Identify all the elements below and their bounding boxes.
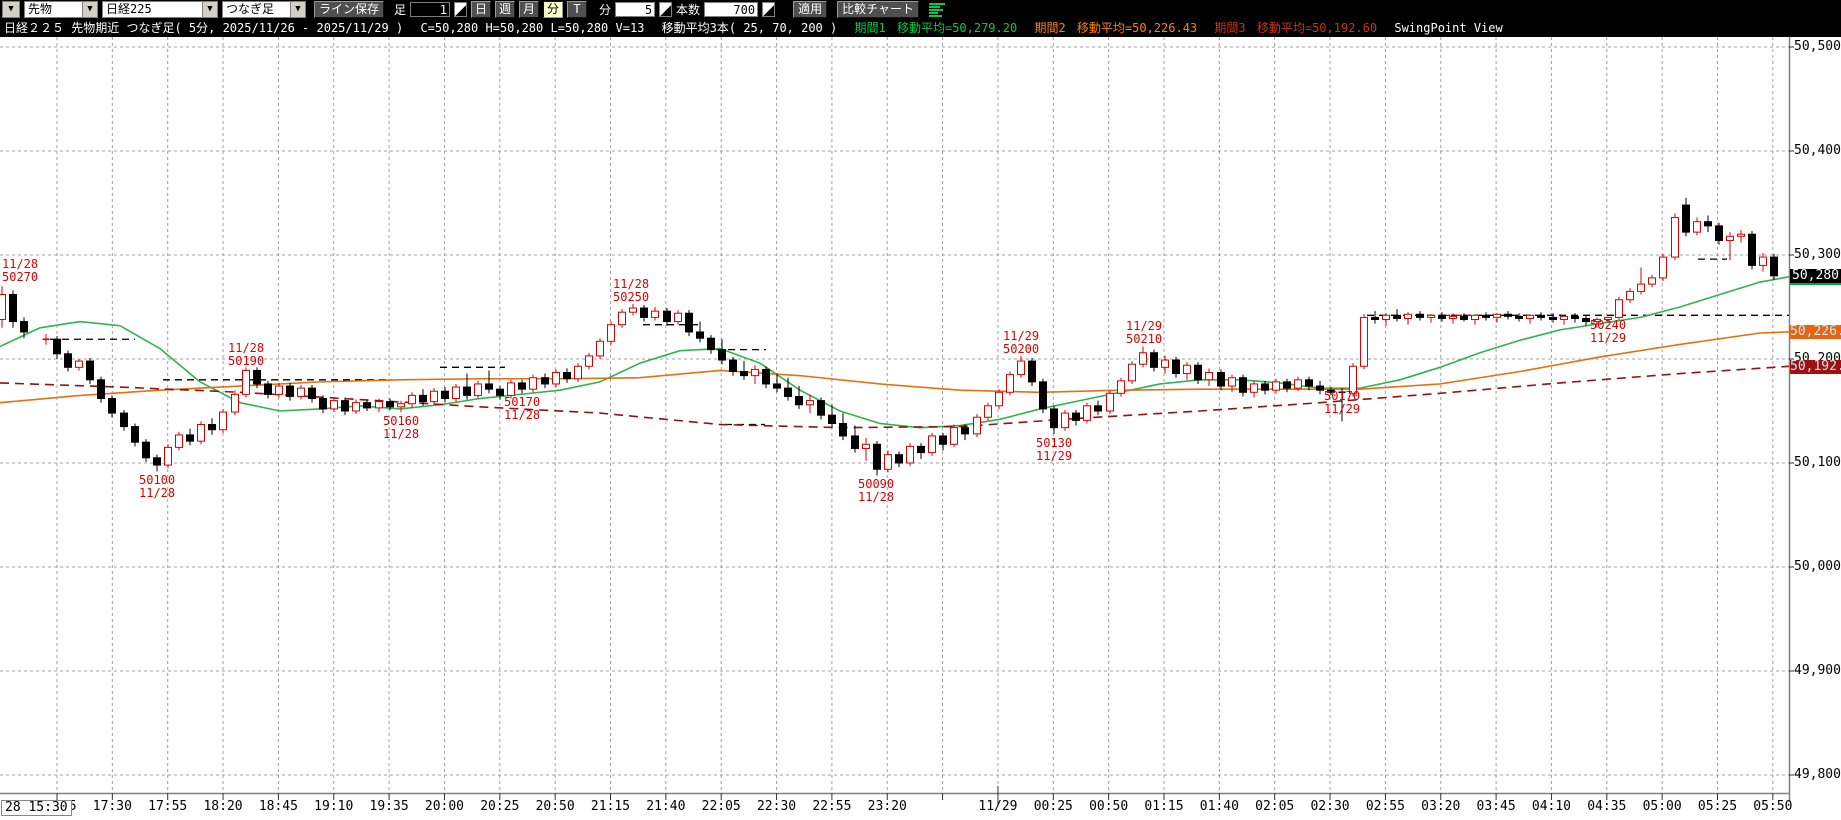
x-axis-label: 00:50 [1089, 799, 1129, 814]
ma3-period-label: 期間3 [1214, 21, 1246, 35]
x-axis-label: 02:55 [1365, 799, 1405, 814]
x-axis-label: 18:20 [203, 799, 243, 814]
x-axis-label: 20:00 [424, 799, 465, 814]
ma2-period-label: 期間2 [1034, 21, 1066, 35]
x-axis-start-label: 28 15:30 [1, 800, 72, 816]
chevron-down-icon: ▼ [82, 2, 97, 17]
price-badge: 50,280 [1790, 268, 1841, 285]
symbol-select[interactable]: 日経225 ▼ [102, 1, 218, 18]
chart-info-bar: 日経２２５ 先物期近 つなぎ足( 5分, 2025/11/26 - 2025/1… [0, 19, 1841, 37]
x-axis-label: 05:00 [1642, 799, 1682, 814]
interval-week-button[interactable]: 週 [495, 1, 516, 18]
spinner-icon[interactable] [659, 2, 673, 17]
x-axis-label: 19:35 [369, 799, 409, 814]
swingpoint-annotation: 50240 11/29 [1590, 318, 1627, 345]
interval-month-button[interactable]: 月 [519, 1, 540, 18]
toolbar: ▼ 先物▼ 日経225▼ つなぎ足▼ ライン保存 足 日 週 月 分 T 分 本… [0, 0, 1841, 19]
swingpoint-annotation: 50160 11/28 [383, 414, 420, 441]
spinner-icon[interactable] [454, 2, 468, 17]
y-axis-label: 49,900.00 [1794, 663, 1841, 678]
swingpoint-annotation: 50170 11/28 [504, 395, 541, 422]
interval-minute-button[interactable]: 分 [543, 1, 564, 18]
swingpoint-annotation: 50100 11/28 [139, 473, 176, 500]
x-axis-label: 18:45 [258, 799, 298, 814]
x-axis-label: 03:20 [1421, 799, 1461, 814]
market-select[interactable]: 先物 ▼ [24, 1, 98, 18]
x-axis-label: 21:15 [590, 799, 631, 814]
x-axis-label: 02:05 [1255, 799, 1295, 814]
ma-settings: 移動平均3本( 25, 70, 200 ) [661, 21, 838, 35]
save-lines-button[interactable]: ライン保存 [314, 1, 385, 18]
x-axis-label: 20:25 [480, 799, 520, 814]
x-axis-label: 21:40 [646, 799, 686, 814]
swingpoint-annotation: 50170 11/29 [1324, 389, 1361, 416]
x-axis-label: 03:45 [1476, 799, 1516, 814]
ma2-value: 移動平均=50,226.43 [1076, 21, 1198, 35]
interval-day-button[interactable]: 日 [471, 1, 492, 18]
x-axis-label: 22:55 [812, 799, 852, 814]
y-axis-label: 50,300.00 [1794, 247, 1841, 262]
x-axis-label: 01:15 [1144, 799, 1184, 814]
minute-label: 分 [599, 3, 612, 17]
x-axis-label: 22:30 [756, 799, 797, 814]
y-axis-label: 50,000.00 [1794, 559, 1841, 574]
swingpoint-annotation: 50090 11/28 [858, 477, 895, 504]
ma1-period-label: 期間1 [854, 21, 886, 35]
ohlc-values: C=50,280 H=50,280 L=50,280 V=13 [420, 21, 645, 35]
x-axis-label: 00:25 [1033, 799, 1073, 814]
count-label: 本数 [676, 3, 701, 17]
y-axis-label: 49,800.00 [1794, 767, 1841, 782]
swingpoint-annotation: 11/28 50270 [2, 257, 39, 284]
x-axis-label: 02:30 [1310, 799, 1350, 814]
x-axis-label: 11/29 [978, 799, 1018, 814]
chevron-down-icon: ▼ [202, 2, 217, 17]
compare-chart-button[interactable]: 比較チャート [837, 1, 919, 18]
green-lines-icon[interactable] [928, 2, 947, 18]
swingpoint-annotation: 50130 11/29 [1036, 436, 1073, 463]
chart-type-select[interactable]: つなぎ足 ▼ [222, 1, 306, 18]
swingpoint-view-label: SwingPoint View [1394, 21, 1503, 35]
x-axis-label: 23:20 [867, 799, 907, 814]
y-axis-label: 50,400.00 [1794, 143, 1841, 158]
x-axis-label: 04:35 [1587, 799, 1627, 814]
y-axis-label: 50,500.00 [1794, 39, 1841, 54]
count-value-input[interactable] [704, 2, 759, 17]
swingpoint-annotation: 11/29 50200 [1003, 329, 1040, 356]
swingpoint-annotation: 11/28 50250 [613, 277, 650, 304]
price-badge: 50,192.6 [1790, 359, 1841, 374]
x-axis-label: 05:25 [1697, 799, 1738, 814]
x-axis-label: 01:40 [1199, 799, 1239, 814]
x-axis-label: 05:50 [1753, 799, 1793, 814]
x-axis-label: 17:30 [92, 799, 132, 814]
x-axis-label: 20:50 [535, 799, 575, 814]
x-axis-label: 04:10 [1531, 799, 1572, 814]
interval-tick-button[interactable]: T [567, 1, 588, 18]
bar-label: 足 [394, 3, 407, 17]
chart-title: 日経２２５ 先物期近 つなぎ足( 5分, 2025/11/26 - 2025/1… [4, 21, 404, 35]
chevron-down-icon: ▼ [3, 2, 19, 17]
minute-value-input[interactable] [615, 2, 656, 17]
window-dropdown[interactable]: ▼ [2, 1, 20, 18]
ma1-value: 移動平均=50,279.20 [896, 21, 1018, 35]
ma3-value: 移動平均=50,192.60 [1256, 21, 1378, 35]
chevron-down-icon: ▼ [290, 2, 305, 17]
x-axis-label: 22:05 [701, 799, 741, 814]
price-badge: 50,226.4 [1790, 324, 1841, 339]
swingpoint-annotation: 11/28 50190 [228, 341, 265, 368]
x-axis-label: 19:10 [314, 799, 354, 814]
swingpoint-annotation: 11/29 50210 [1126, 319, 1163, 346]
spinner-icon[interactable] [762, 2, 776, 17]
apply-button[interactable]: 適用 [793, 1, 828, 18]
x-axis-label: 17:55 [148, 799, 188, 814]
y-axis-label: 50,100.00 [1794, 455, 1841, 470]
bar-count-input[interactable] [410, 2, 451, 17]
